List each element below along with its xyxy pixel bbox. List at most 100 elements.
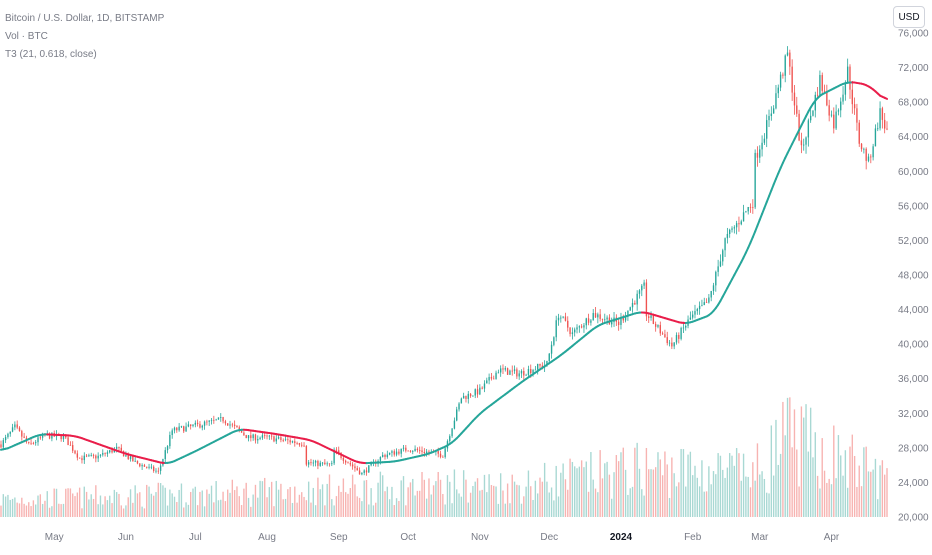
volume-bar	[768, 493, 769, 517]
candle-body	[315, 461, 316, 463]
candle-body	[352, 464, 353, 466]
candle-body	[694, 311, 695, 314]
candle-body	[107, 452, 108, 454]
candle-body	[831, 115, 832, 116]
volume-bar	[257, 498, 258, 517]
volume-bar	[724, 478, 725, 517]
candle-body	[521, 371, 522, 373]
candle-body	[116, 447, 117, 449]
volume-bar	[842, 476, 843, 517]
candle-body	[748, 207, 749, 211]
candle-body	[717, 266, 718, 271]
candle-body	[257, 439, 258, 440]
t3-indicator-label[interactable]: T3 (21, 0.618, close)	[5, 46, 164, 64]
candle-body	[475, 389, 476, 395]
volume-bar	[667, 464, 668, 517]
candle-body	[81, 458, 82, 460]
volume-indicator-label[interactable]: Vol · BTC	[5, 28, 164, 46]
candle-body	[12, 427, 13, 431]
volume-bar	[296, 503, 297, 517]
volume-bar	[535, 481, 536, 517]
candle-body	[759, 149, 760, 157]
volume-bar	[107, 500, 108, 517]
candle-body	[278, 437, 279, 438]
candle-body	[509, 371, 510, 375]
currency-button[interactable]: USD	[893, 6, 925, 28]
volume-bar	[151, 494, 152, 517]
price-axis[interactable]: 20,00024,00028,00032,00036,00040,00044,0…	[898, 29, 929, 524]
volume-bar	[333, 505, 334, 517]
candle-body	[144, 465, 145, 467]
volume-bar	[165, 488, 166, 517]
volume-bar	[167, 506, 168, 517]
candle-body	[137, 461, 138, 464]
candle-body	[872, 146, 873, 157]
volume-bar	[384, 491, 385, 517]
volume-bar	[611, 499, 612, 517]
volume-bar	[155, 492, 156, 517]
volume-bar	[227, 490, 228, 517]
candle-body	[313, 463, 314, 464]
volume-bar	[287, 489, 288, 517]
candle-body	[0, 444, 1, 447]
candle-body	[366, 470, 367, 472]
candle-body	[669, 343, 670, 344]
volume-bar	[118, 494, 119, 517]
candle-body	[14, 424, 15, 427]
candle-body	[646, 283, 647, 317]
candle-body	[320, 463, 321, 466]
volume-bar	[232, 480, 233, 517]
candle-body	[673, 342, 674, 346]
candle-body	[394, 451, 395, 454]
volume-bar	[495, 486, 496, 517]
candle-body	[567, 321, 568, 328]
volume-bar	[317, 478, 318, 517]
volume-bar	[509, 503, 510, 517]
candle-body	[28, 442, 29, 443]
volume-bar	[590, 452, 591, 517]
symbol-title[interactable]: Bitcoin / U.S. Dollar, 1D, BITSTAMP	[5, 10, 164, 28]
volume-bar	[579, 467, 580, 517]
volume-bar	[630, 488, 631, 517]
candle-body	[789, 53, 790, 67]
volume-bar	[505, 504, 506, 517]
volume-bar	[336, 496, 337, 517]
volume-bar	[375, 503, 376, 517]
volume-bar	[731, 456, 732, 517]
volume-bar	[560, 473, 561, 517]
volume-bar	[484, 475, 485, 517]
volume-bar	[123, 508, 124, 517]
volume-bar	[77, 493, 78, 517]
volume-bar	[865, 447, 866, 517]
volume-bar	[463, 470, 464, 517]
candle-body	[785, 56, 786, 76]
candle-body	[593, 313, 594, 320]
volume-bar	[229, 493, 230, 517]
candle-body	[171, 430, 172, 435]
candle-body	[195, 423, 196, 425]
candle-body	[500, 368, 501, 372]
volume-bar	[121, 505, 122, 517]
volume-bar	[139, 492, 140, 517]
volume-bar	[808, 452, 809, 517]
volume-bar	[60, 504, 61, 517]
volume-bar	[431, 494, 432, 517]
candle-body	[181, 426, 182, 427]
volume-bar	[373, 505, 374, 517]
volume-bar	[551, 487, 552, 517]
candle-body	[3, 440, 4, 447]
candle-body	[283, 440, 284, 441]
volume-bar	[294, 487, 295, 517]
volume-bar	[241, 505, 242, 517]
volume-bar	[523, 496, 524, 517]
candle-body	[192, 425, 193, 426]
time-tick-label: 2024	[610, 532, 633, 543]
candle-body	[481, 388, 482, 389]
candle-body	[775, 93, 776, 108]
volume-bar	[308, 482, 309, 517]
candle-body	[498, 372, 499, 373]
volume-bar	[729, 453, 730, 517]
